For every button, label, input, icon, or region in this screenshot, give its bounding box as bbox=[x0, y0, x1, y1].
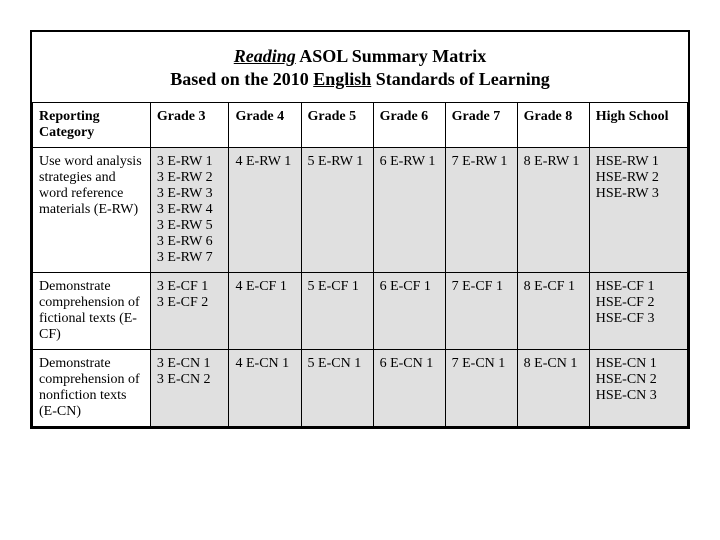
data-cell-line: HSE-RW 1 bbox=[596, 154, 681, 170]
column-header: Grade 7 bbox=[445, 103, 517, 148]
data-cell-line: 3 E-RW 6 bbox=[157, 234, 223, 250]
data-cell: 4 E-CN 1 bbox=[229, 350, 301, 427]
title-line-2: Based on the 2010 English Standards of L… bbox=[42, 69, 678, 90]
data-cell-line: 3 E-RW 3 bbox=[157, 186, 223, 202]
data-cell-line: 6 E-RW 1 bbox=[380, 154, 439, 170]
data-cell: 4 E-CF 1 bbox=[229, 273, 301, 350]
title-block: Reading ASOL Summary Matrix Based on the… bbox=[32, 32, 688, 102]
data-cell-line: HSE-RW 2 bbox=[596, 170, 681, 186]
title-post-2: Standards of Learning bbox=[371, 69, 550, 89]
column-header: Grade 6 bbox=[373, 103, 445, 148]
data-cell-line: HSE-CN 3 bbox=[596, 388, 681, 404]
data-cell-line: 8 E-CN 1 bbox=[524, 356, 583, 372]
title-line-1: Reading ASOL Summary Matrix bbox=[42, 46, 678, 67]
title-pre-2: Based on the 2010 bbox=[170, 69, 313, 89]
table-row: Use word analysis strategies and word re… bbox=[33, 148, 688, 273]
column-header: Grade 8 bbox=[517, 103, 589, 148]
column-header: High School bbox=[589, 103, 687, 148]
column-header: Grade 5 bbox=[301, 103, 373, 148]
data-cell: HSE-CN 1HSE-CN 2HSE-CN 3 bbox=[589, 350, 687, 427]
data-cell-line: HSE-CN 1 bbox=[596, 356, 681, 372]
summary-table: Reporting CategoryGrade 3Grade 4Grade 5G… bbox=[32, 102, 688, 427]
data-cell-line: 3 E-RW 5 bbox=[157, 218, 223, 234]
data-cell-line: 4 E-CN 1 bbox=[235, 356, 294, 372]
data-cell-line: 3 E-CN 1 bbox=[157, 356, 223, 372]
data-cell-line: HSE-CF 2 bbox=[596, 295, 681, 311]
data-cell-line: 8 E-RW 1 bbox=[524, 154, 583, 170]
data-cell-line: 7 E-CN 1 bbox=[452, 356, 511, 372]
data-cell: 7 E-CF 1 bbox=[445, 273, 517, 350]
data-cell: 6 E-CN 1 bbox=[373, 350, 445, 427]
table-header-row: Reporting CategoryGrade 3Grade 4Grade 5G… bbox=[33, 103, 688, 148]
data-cell: 7 E-CN 1 bbox=[445, 350, 517, 427]
data-cell-line: 5 E-RW 1 bbox=[308, 154, 367, 170]
data-cell: 3 E-CN 13 E-CN 2 bbox=[150, 350, 229, 427]
data-cell-line: 7 E-CF 1 bbox=[452, 279, 511, 295]
title-rest-1: ASOL Summary Matrix bbox=[296, 46, 487, 66]
data-cell-line: 3 E-CF 1 bbox=[157, 279, 223, 295]
data-cell-line: 6 E-CF 1 bbox=[380, 279, 439, 295]
summary-matrix-container: Reading ASOL Summary Matrix Based on the… bbox=[30, 30, 690, 429]
data-cell-line: 3 E-RW 2 bbox=[157, 170, 223, 186]
row-category-label: Demonstrate comprehension of nonfiction … bbox=[33, 350, 151, 427]
data-cell-line: 6 E-CN 1 bbox=[380, 356, 439, 372]
data-cell: 5 E-CF 1 bbox=[301, 273, 373, 350]
data-cell: 6 E-RW 1 bbox=[373, 148, 445, 273]
data-cell: 3 E-RW 13 E-RW 23 E-RW 33 E-RW 43 E-RW 5… bbox=[150, 148, 229, 273]
title-word-english: English bbox=[313, 69, 371, 89]
data-cell-line: 3 E-RW 7 bbox=[157, 250, 223, 266]
data-cell: 5 E-CN 1 bbox=[301, 350, 373, 427]
data-cell-line: 3 E-CN 2 bbox=[157, 372, 223, 388]
data-cell-line: 5 E-CN 1 bbox=[308, 356, 367, 372]
data-cell-line: 3 E-RW 4 bbox=[157, 202, 223, 218]
data-cell: HSE-RW 1HSE-RW 2HSE-RW 3 bbox=[589, 148, 687, 273]
data-cell-line: HSE-CN 2 bbox=[596, 372, 681, 388]
data-cell-line: 4 E-RW 1 bbox=[235, 154, 294, 170]
column-header: Grade 3 bbox=[150, 103, 229, 148]
data-cell: 8 E-CN 1 bbox=[517, 350, 589, 427]
column-header: Reporting Category bbox=[33, 103, 151, 148]
data-cell-line: 3 E-CF 2 bbox=[157, 295, 223, 311]
data-cell: HSE-CF 1HSE-CF 2HSE-CF 3 bbox=[589, 273, 687, 350]
data-cell: 6 E-CF 1 bbox=[373, 273, 445, 350]
row-category-label: Use word analysis strategies and word re… bbox=[33, 148, 151, 273]
table-row: Demonstrate comprehension of nonfiction … bbox=[33, 350, 688, 427]
row-category-label: Demonstrate comprehension of fictional t… bbox=[33, 273, 151, 350]
data-cell: 5 E-RW 1 bbox=[301, 148, 373, 273]
table-row: Demonstrate comprehension of fictional t… bbox=[33, 273, 688, 350]
data-cell-line: 3 E-RW 1 bbox=[157, 154, 223, 170]
data-cell: 4 E-RW 1 bbox=[229, 148, 301, 273]
data-cell: 8 E-CF 1 bbox=[517, 273, 589, 350]
data-cell: 3 E-CF 13 E-CF 2 bbox=[150, 273, 229, 350]
data-cell: 8 E-RW 1 bbox=[517, 148, 589, 273]
title-word-reading: Reading bbox=[234, 46, 296, 66]
data-cell-line: HSE-CF 1 bbox=[596, 279, 681, 295]
data-cell-line: 7 E-RW 1 bbox=[452, 154, 511, 170]
data-cell-line: HSE-CF 3 bbox=[596, 311, 681, 327]
column-header: Grade 4 bbox=[229, 103, 301, 148]
data-cell-line: HSE-RW 3 bbox=[596, 186, 681, 202]
data-cell-line: 5 E-CF 1 bbox=[308, 279, 367, 295]
data-cell: 7 E-RW 1 bbox=[445, 148, 517, 273]
data-cell-line: 4 E-CF 1 bbox=[235, 279, 294, 295]
data-cell-line: 8 E-CF 1 bbox=[524, 279, 583, 295]
